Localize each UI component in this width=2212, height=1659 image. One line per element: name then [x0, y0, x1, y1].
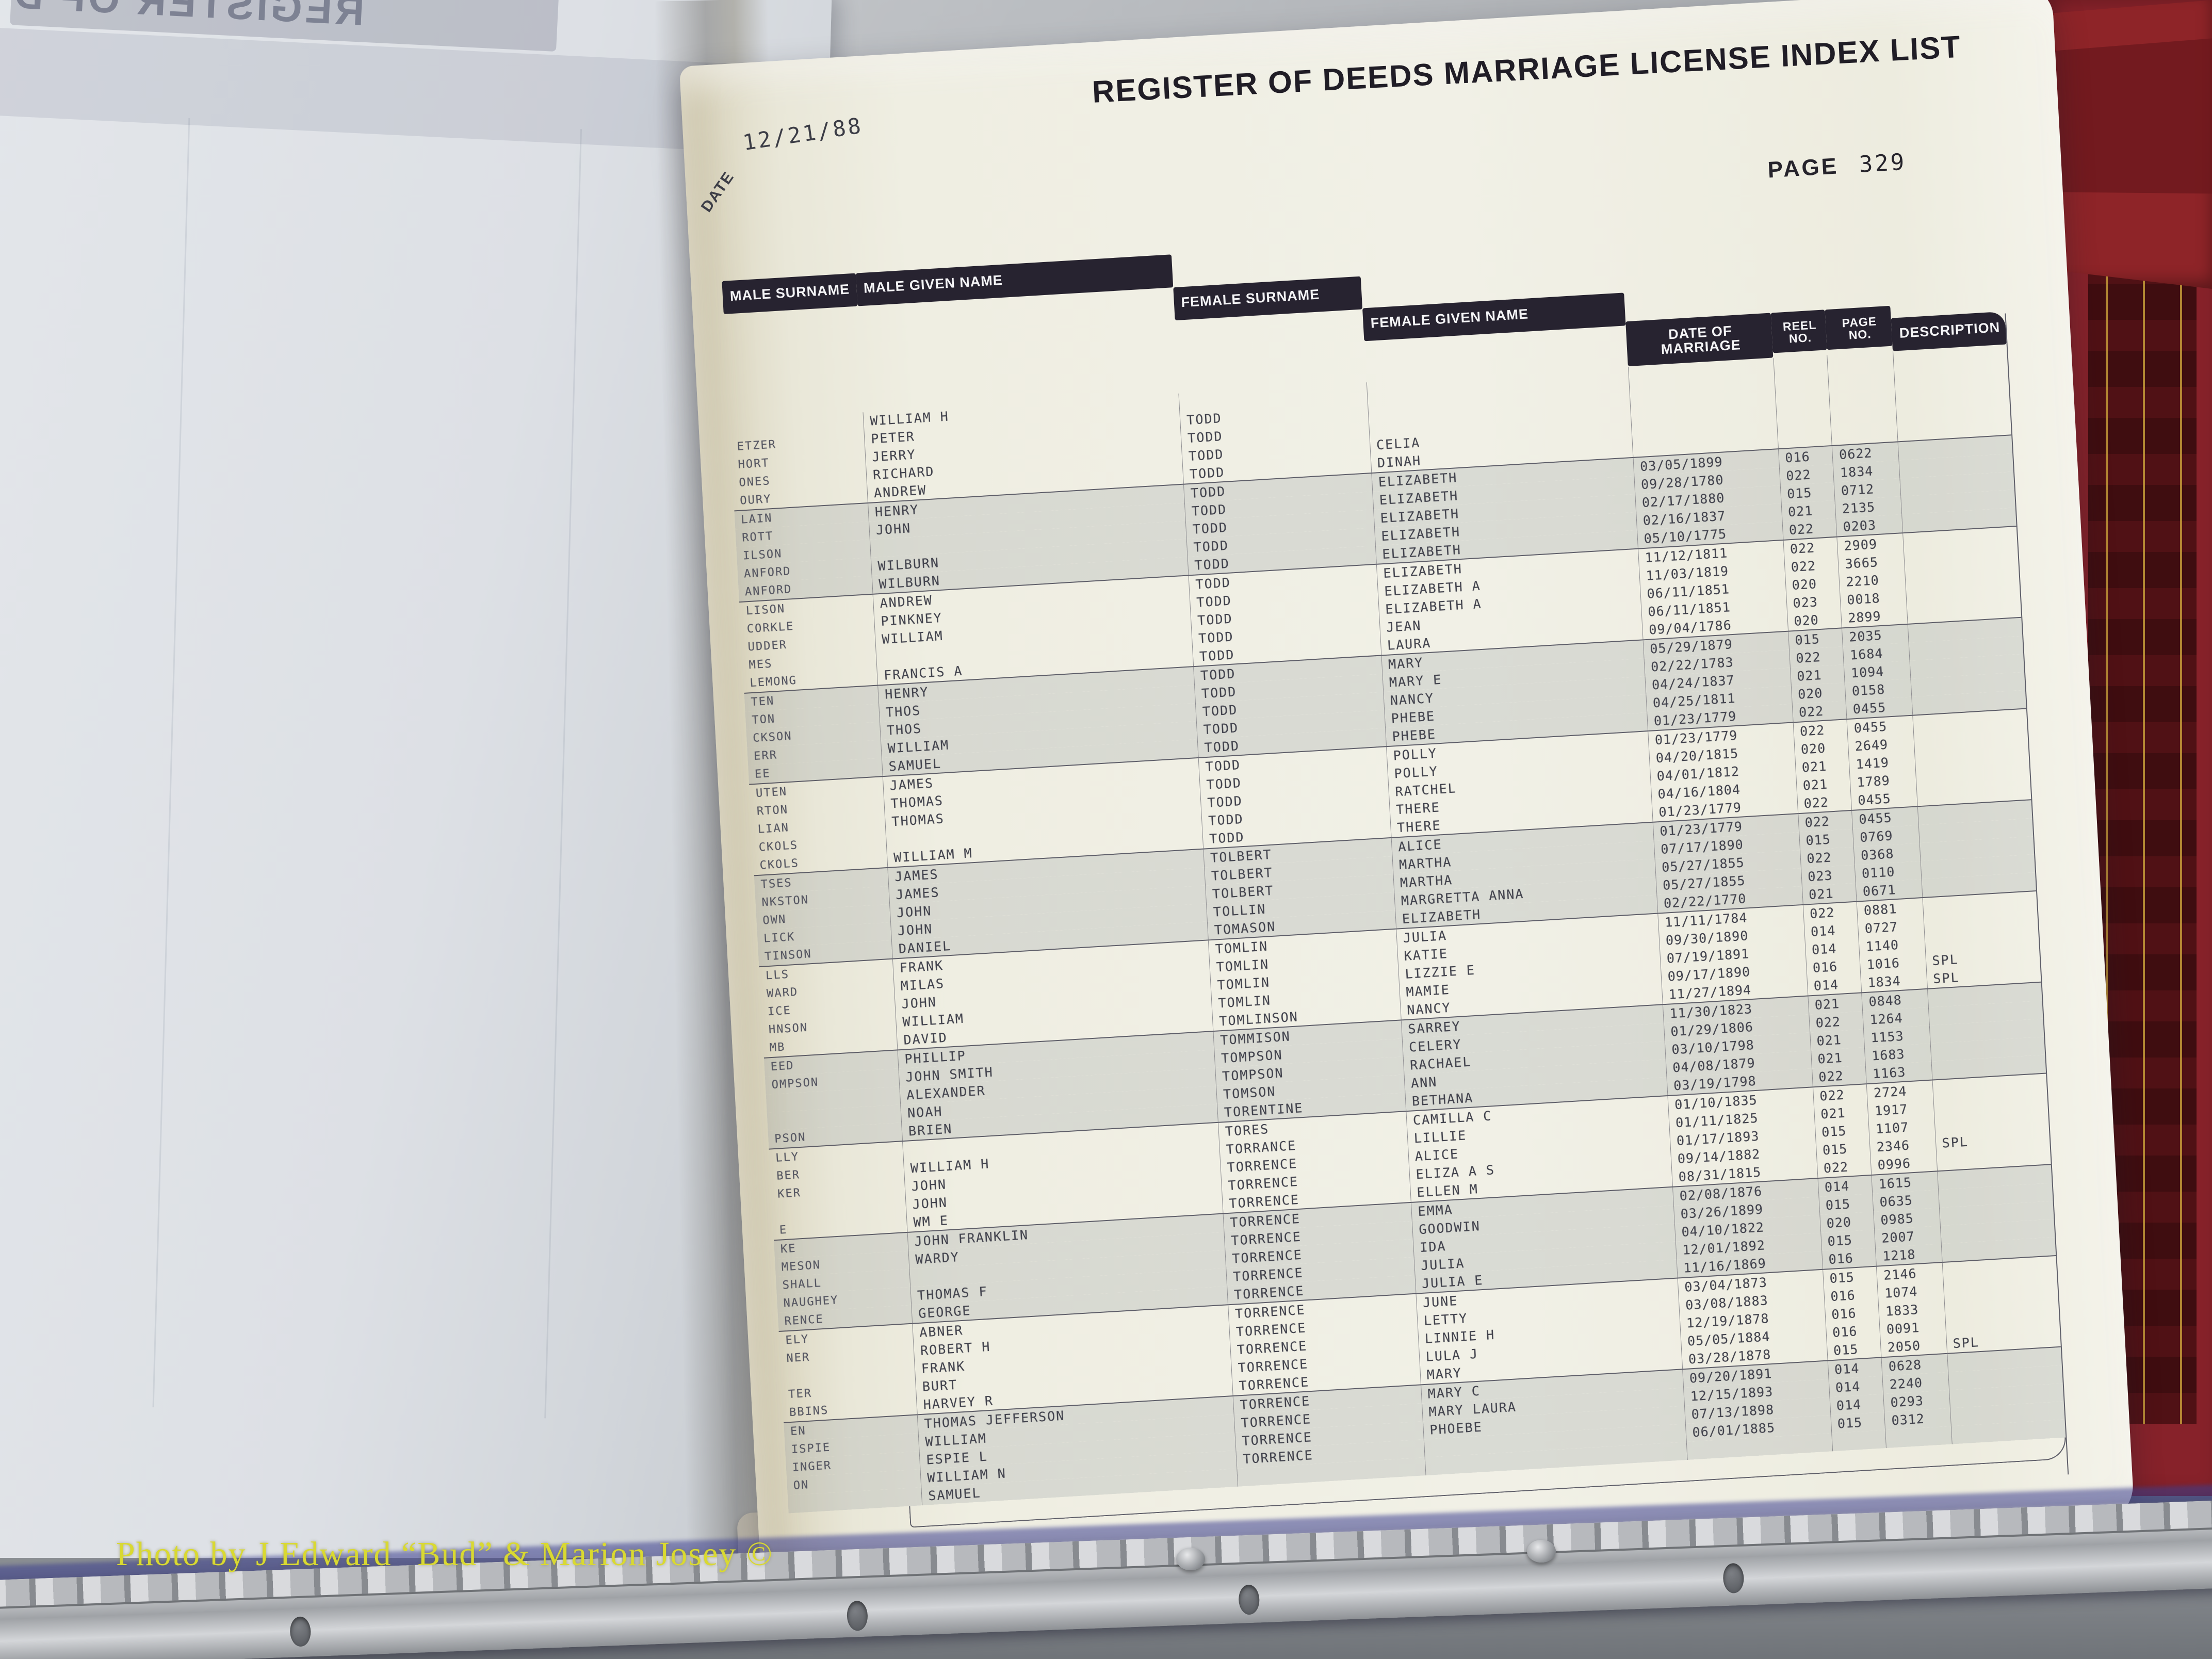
cell-reel: 022	[1793, 719, 1848, 741]
cell-reel: 022	[1798, 810, 1853, 833]
date-stamp-label: DATE	[697, 168, 738, 216]
left-page-ghost-band	[0, 26, 749, 152]
cell-reel	[1777, 427, 1832, 449]
left-page-ghost-title: REGISTER OF D	[10, 0, 366, 34]
right-page[interactable]: 12/21/88 DATE REGISTER OF DEEDS MARRIAGE…	[679, 0, 2135, 1602]
hinge-hole	[846, 1600, 868, 1631]
cell-reel: 020	[1787, 609, 1842, 631]
cell-reel: 016	[1821, 1247, 1877, 1270]
hinge-screw	[1527, 1540, 1556, 1563]
hinge-hole	[1722, 1563, 1745, 1594]
page-number-label: PAGE	[1767, 153, 1840, 183]
cell-reel: 014	[1827, 1357, 1883, 1379]
page-number: PAGE 329	[1767, 149, 1907, 184]
photographer-watermark: Photo by J Edward “Bud” & Marion Josey ©	[116, 1535, 774, 1573]
page-number-value: 329	[1858, 149, 1907, 178]
cell-reel: 021	[1808, 993, 1863, 1015]
hinge-hole	[289, 1616, 312, 1647]
col-header-reel-no: REEL NO.	[1770, 310, 1827, 353]
hinge-hole	[1238, 1584, 1260, 1615]
col-header-male-surname: MALE SURNAME	[722, 273, 857, 314]
cell-reel: 022	[1783, 536, 1839, 559]
cell-reel: 022	[1816, 1156, 1872, 1179]
date-stamp: 12/21/88	[741, 112, 865, 156]
col-header-male-given: MALE GIVEN NAME	[855, 254, 1173, 306]
col-header-page-no: PAGE NO.	[1825, 305, 1893, 350]
col-header-female-given: FEMALE GIVEN NAME	[1362, 292, 1626, 341]
left-page-ghost-column-rule	[152, 118, 190, 1408]
cell-reel: 014	[1817, 1175, 1873, 1197]
left-page-ghost-column-rule	[544, 129, 582, 1419]
cell-reel: 022	[1792, 701, 1847, 723]
cell-reel: 015	[1826, 1339, 1882, 1361]
cell-reel: 021	[1801, 883, 1857, 905]
hinge-screw	[1176, 1548, 1205, 1570]
col-header-female-surname: FEMALE SURNAME	[1173, 276, 1363, 321]
cell-reel: 022	[1812, 1065, 1867, 1087]
index-table: MALE SURNAME MALE GIVEN NAME FEMALE SURN…	[722, 205, 2069, 1535]
col-header-marriage-date: DATE OF MARRIAGE	[1625, 313, 1774, 366]
page-title: REGISTER OF DEEDS MARRIAGE LICENSE INDEX…	[1091, 29, 1962, 109]
table-body: WILLIAM H ETZER PETER TODD HORT JERRY TODD ONES…	[729, 344, 2066, 1514]
